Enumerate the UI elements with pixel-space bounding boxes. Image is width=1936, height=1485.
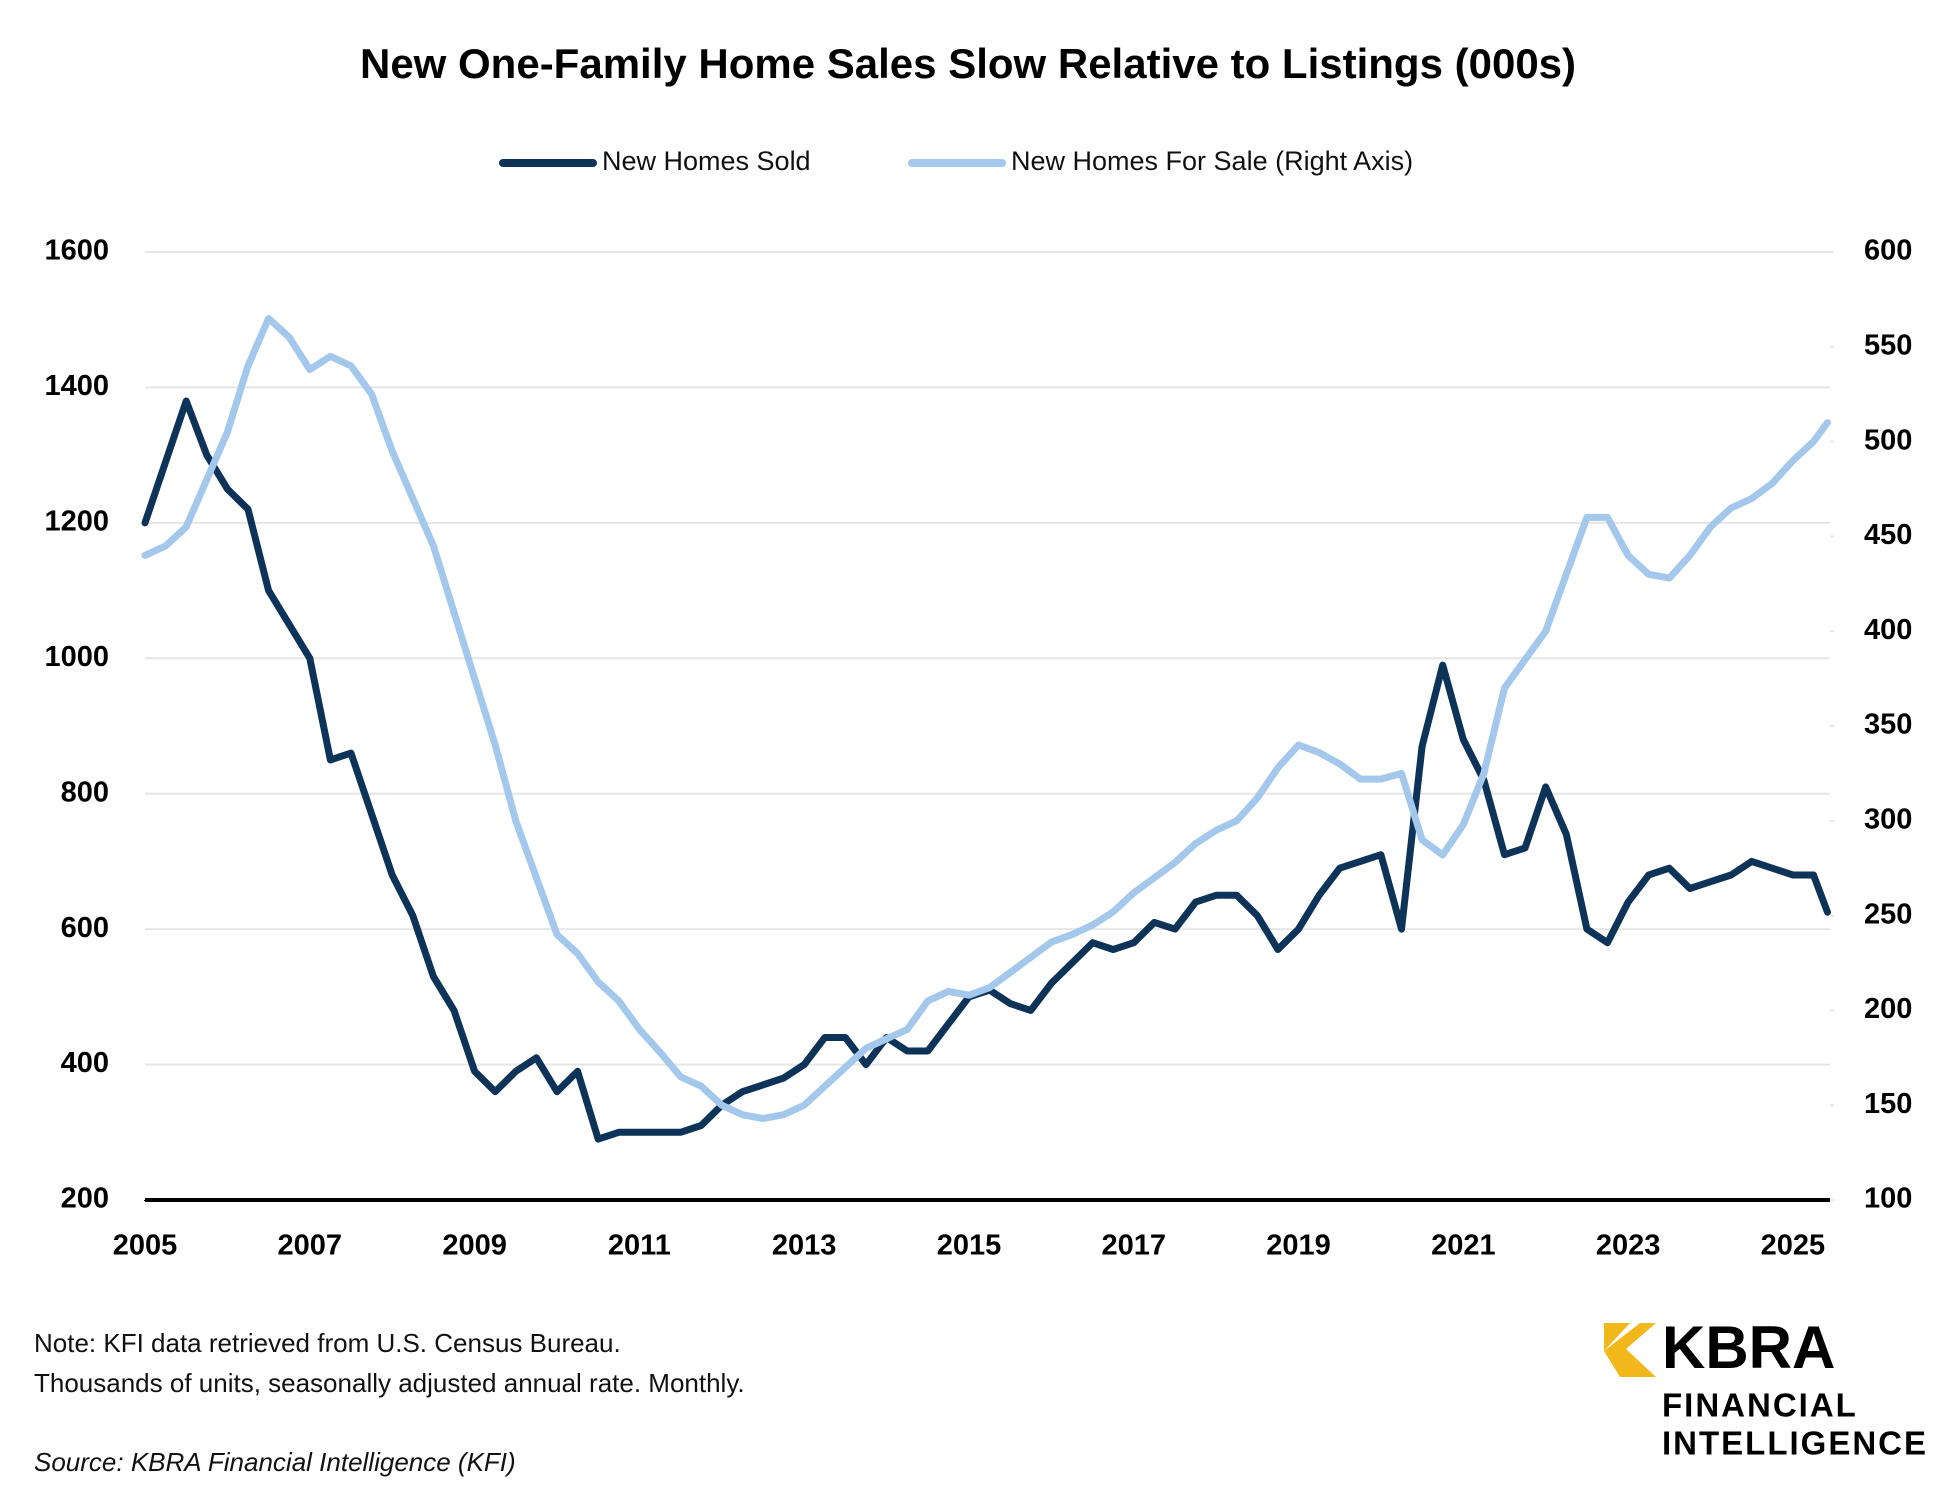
logo-mark (1604, 1323, 1656, 1377)
x-tick-label: 2013 (772, 1230, 837, 1262)
y-tick-label: 1400 (44, 370, 109, 402)
y-tick-label: 200 (61, 1183, 109, 1215)
series-line (141, 314, 1831, 1122)
y2-tick-label: 200 (1864, 993, 1912, 1025)
y2-tick-label: 100 (1864, 1183, 1912, 1215)
legend-label: New Homes For Sale (Right Axis) (1011, 146, 1413, 176)
note: Note: KFI data retrieved from U.S. Censu… (34, 1328, 621, 1358)
y-tick-label: 1000 (44, 641, 109, 673)
logo-mark (1604, 1323, 1630, 1351)
y2-tick-label: 150 (1864, 1088, 1912, 1120)
y-tick-label: 800 (61, 776, 109, 808)
y2-tick-label: 450 (1864, 519, 1912, 551)
y2-tick-label: 500 (1864, 424, 1912, 456)
y2-tick-label: 400 (1864, 614, 1912, 646)
y-tick-label: 400 (61, 1047, 109, 1079)
note: Thousands of units, seasonally adjusted … (34, 1368, 745, 1398)
x-tick-label: 2017 (1101, 1230, 1166, 1262)
logo-line: FINANCIAL (1662, 1387, 1858, 1424)
x-tick-label: 2005 (113, 1230, 178, 1262)
y-tick-label: 600 (61, 912, 109, 944)
x-tick-label: 2021 (1431, 1230, 1496, 1262)
x-tick-label: 2019 (1266, 1230, 1331, 1262)
y-tick-label: 1600 (44, 235, 109, 267)
y2-tick-label: 600 (1864, 235, 1912, 267)
logo-line: INTELLIGENCE (1662, 1425, 1928, 1462)
x-tick-label: 2009 (442, 1230, 507, 1262)
y2-tick-label: 550 (1864, 329, 1912, 361)
x-tick-label: 2025 (1761, 1230, 1826, 1262)
x-tick-label: 2015 (937, 1230, 1002, 1262)
series-line (141, 397, 1831, 1143)
logo: KBRA FINANCIAL INTELLIGENCE (1604, 1314, 1928, 1462)
x-tick-label: 2011 (608, 1230, 671, 1262)
chart-title: New One-Family Home Sales Slow Relative … (360, 40, 1576, 87)
x-tick-label: 2023 (1596, 1230, 1661, 1262)
source: Source: KBRA Financial Intelligence (KFI… (34, 1447, 516, 1477)
y2-tick-label: 350 (1864, 709, 1912, 741)
y-tick-label: 1200 (44, 506, 109, 538)
y2-tick-label: 250 (1864, 898, 1912, 930)
y2-tick-label: 300 (1864, 803, 1912, 835)
x-tick-label: 2007 (278, 1230, 343, 1262)
legend-label: New Homes Sold (602, 146, 811, 176)
logo-name: KBRA (1662, 1314, 1835, 1381)
